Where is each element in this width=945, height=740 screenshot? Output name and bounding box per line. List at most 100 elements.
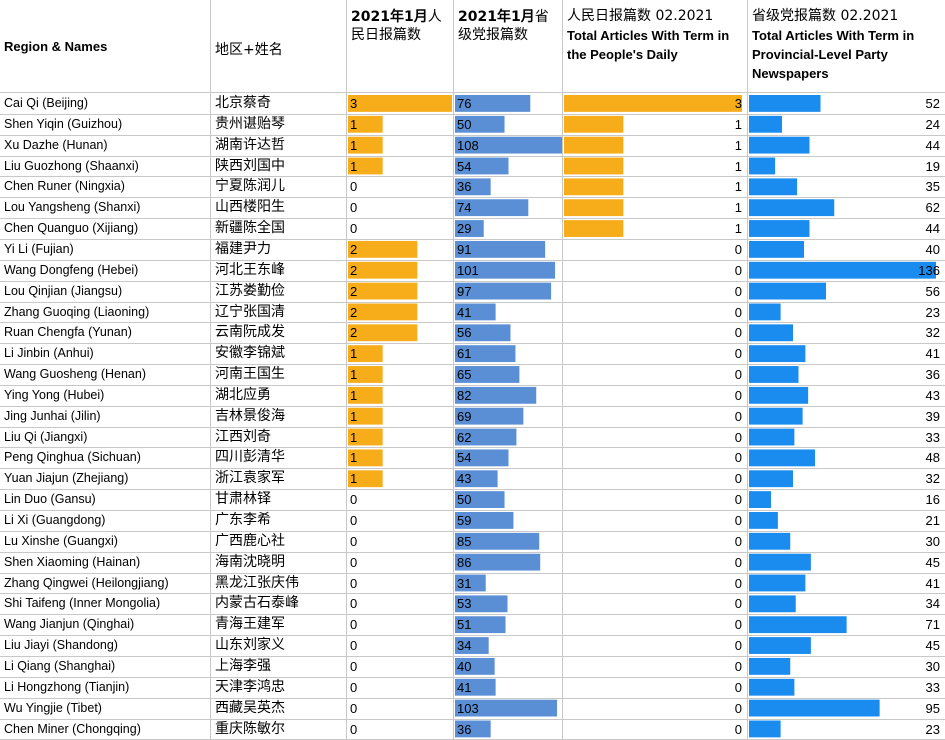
value-jan-prov[interactable]: 50 (457, 116, 472, 132)
row-name-cn[interactable]: 北京蔡奇 (215, 95, 271, 111)
value-jan-pd[interactable]: 0 (350, 200, 358, 216)
row-name-en[interactable]: Ying Yong (Hubei) (4, 387, 105, 402)
value-feb-prov[interactable]: 45 (925, 638, 940, 654)
row-name-cn[interactable]: 河南王国生 (215, 366, 285, 383)
value-jan-pd[interactable]: 0 (350, 533, 358, 549)
value-jan-pd[interactable]: 0 (350, 596, 358, 612)
row-name-en[interactable]: Liu Jiayi (Shandong) (4, 638, 118, 653)
value-jan-prov[interactable]: 108 (457, 137, 479, 153)
value-feb-prov[interactable]: 48 (925, 450, 940, 466)
value-jan-pd[interactable]: 2 (350, 262, 358, 278)
value-jan-pd[interactable]: 0 (350, 617, 358, 633)
value-feb-pd[interactable]: 0 (734, 262, 742, 278)
row-name-cn[interactable]: 甘肃林铎 (215, 491, 271, 508)
row-name-en[interactable]: Li Xi (Guangdong) (4, 513, 106, 527)
value-jan-prov[interactable]: 43 (457, 471, 472, 487)
row-name-cn[interactable]: 广西鹿心社 (215, 532, 285, 549)
value-feb-pd[interactable]: 0 (734, 471, 742, 487)
value-feb-pd[interactable]: 0 (734, 617, 742, 633)
value-feb-prov[interactable]: 33 (925, 429, 940, 445)
row-name-en[interactable]: Wu Yingjie (Tibet) (4, 700, 102, 715)
value-feb-prov[interactable]: 32 (925, 325, 940, 341)
row-name-en[interactable]: Shen Xiaoming (Hainan) (4, 554, 141, 569)
row-name-en[interactable]: Zhang Guoqing (Liaoning) (4, 304, 150, 319)
value-jan-prov[interactable]: 54 (457, 450, 472, 466)
value-feb-prov[interactable]: 32 (925, 471, 940, 487)
value-feb-pd[interactable]: 0 (734, 367, 742, 383)
value-feb-prov[interactable]: 56 (925, 283, 940, 299)
value-jan-prov[interactable]: 29 (457, 221, 472, 237)
row-name-en[interactable]: Ruan Chengfa (Yunan) (4, 325, 132, 340)
row-name-en[interactable]: Peng Qinghua (Sichuan) (4, 450, 141, 465)
row-name-en[interactable]: Lou Yangsheng (Shanxi) (4, 200, 141, 215)
value-feb-prov[interactable]: 30 (925, 533, 940, 549)
value-jan-pd[interactable]: 1 (350, 387, 358, 403)
row-name-cn[interactable]: 广东李希 (215, 512, 271, 528)
value-feb-pd[interactable]: 0 (734, 492, 742, 508)
row-name-en[interactable]: Shi Taifeng (Inner Mongolia) (4, 596, 161, 611)
value-feb-pd[interactable]: 0 (734, 638, 742, 654)
value-feb-pd[interactable]: 0 (734, 283, 742, 299)
row-name-cn[interactable]: 云南阮成发 (215, 324, 285, 341)
row-name-en[interactable]: Jing Junhai (Jilin) (4, 408, 101, 423)
row-name-en[interactable]: Xu Dazhe (Hunan) (4, 137, 108, 152)
value-feb-pd[interactable]: 0 (734, 241, 742, 257)
value-feb-prov[interactable]: 23 (925, 721, 940, 737)
value-jan-prov[interactable]: 101 (457, 262, 479, 278)
value-feb-prov[interactable]: 136 (918, 262, 940, 278)
value-feb-prov[interactable]: 71 (925, 617, 940, 633)
header-jan-provincial[interactable]: 2021年1月省级党报篇数 (454, 0, 562, 92)
value-feb-prov[interactable]: 21 (925, 513, 940, 528)
row-name-en[interactable]: Liu Guozhong (Shaanxi) (4, 158, 139, 173)
value-feb-prov[interactable]: 41 (925, 575, 940, 591)
value-jan-prov[interactable]: 54 (457, 158, 472, 174)
row-name-cn[interactable]: 天津李鸿忠 (215, 678, 285, 695)
value-feb-prov[interactable]: 52 (925, 96, 940, 111)
row-name-en[interactable]: Cai Qi (Beijing) (4, 96, 89, 110)
row-name-cn[interactable]: 安徽李锦斌 (215, 345, 285, 362)
value-jan-pd[interactable]: 1 (350, 450, 358, 466)
value-jan-pd[interactable]: 0 (350, 658, 358, 674)
header-feb-people-daily[interactable]: 人民日报篇数 02.2021 Total Articles With Term … (563, 0, 747, 92)
row-name-cn[interactable]: 福建尹力 (215, 240, 271, 257)
header-feb-provincial[interactable]: 省级党报篇数 02.2021 Total Articles With Term … (748, 0, 945, 92)
value-jan-prov[interactable]: 59 (457, 513, 472, 528)
value-feb-prov[interactable]: 44 (925, 137, 940, 153)
value-jan-pd[interactable]: 0 (350, 700, 358, 716)
value-jan-pd[interactable]: 0 (350, 221, 358, 237)
row-name-cn[interactable]: 海南沈晓明 (215, 553, 285, 570)
value-jan-prov[interactable]: 69 (457, 408, 472, 424)
value-jan-prov[interactable]: 36 (457, 721, 472, 737)
row-name-en[interactable]: Shen Yiqin (Guizhou) (4, 116, 123, 131)
value-feb-pd[interactable]: 0 (734, 325, 742, 341)
value-jan-pd[interactable]: 1 (350, 116, 358, 132)
row-name-en[interactable]: Wang Guosheng (Henan) (4, 367, 146, 382)
value-jan-pd[interactable]: 0 (350, 179, 358, 195)
value-feb-prov[interactable]: 36 (925, 367, 940, 383)
value-jan-prov[interactable]: 40 (457, 658, 472, 674)
row-name-en[interactable]: Chen Runer (Ningxia) (4, 179, 125, 194)
value-jan-pd[interactable]: 2 (350, 304, 358, 320)
value-feb-pd[interactable]: 0 (734, 700, 742, 716)
row-name-cn[interactable]: 内蒙古石泰峰 (215, 595, 299, 612)
value-feb-pd[interactable]: 0 (734, 554, 742, 570)
value-jan-prov[interactable]: 56 (457, 325, 472, 341)
header-region-names[interactable]: Region & Names (0, 0, 210, 92)
value-feb-pd[interactable]: 0 (734, 450, 742, 466)
row-name-en[interactable]: Yi Li (Fujian) (4, 241, 74, 256)
value-jan-pd[interactable]: 0 (350, 492, 358, 508)
row-name-cn[interactable]: 重庆陈敏尔 (215, 720, 285, 737)
row-name-cn[interactable]: 贵州谌贻琴 (215, 115, 285, 132)
row-name-cn[interactable]: 上海李强 (215, 657, 271, 674)
row-name-en[interactable]: Lou Qinjian (Jiangsu) (4, 283, 123, 298)
value-feb-prov[interactable]: 24 (925, 116, 940, 132)
value-feb-prov[interactable]: 41 (925, 346, 940, 362)
row-name-en[interactable]: Lu Xinshe (Guangxi) (4, 533, 118, 548)
value-jan-prov[interactable]: 50 (457, 492, 472, 508)
value-jan-pd[interactable]: 0 (350, 513, 358, 528)
value-jan-pd[interactable]: 2 (350, 325, 358, 341)
row-name-en[interactable]: Chen Quanguo (Xijiang) (4, 221, 139, 236)
value-feb-pd[interactable]: 0 (734, 387, 742, 403)
value-jan-prov[interactable]: 31 (457, 575, 472, 591)
value-jan-prov[interactable]: 62 (457, 429, 472, 445)
